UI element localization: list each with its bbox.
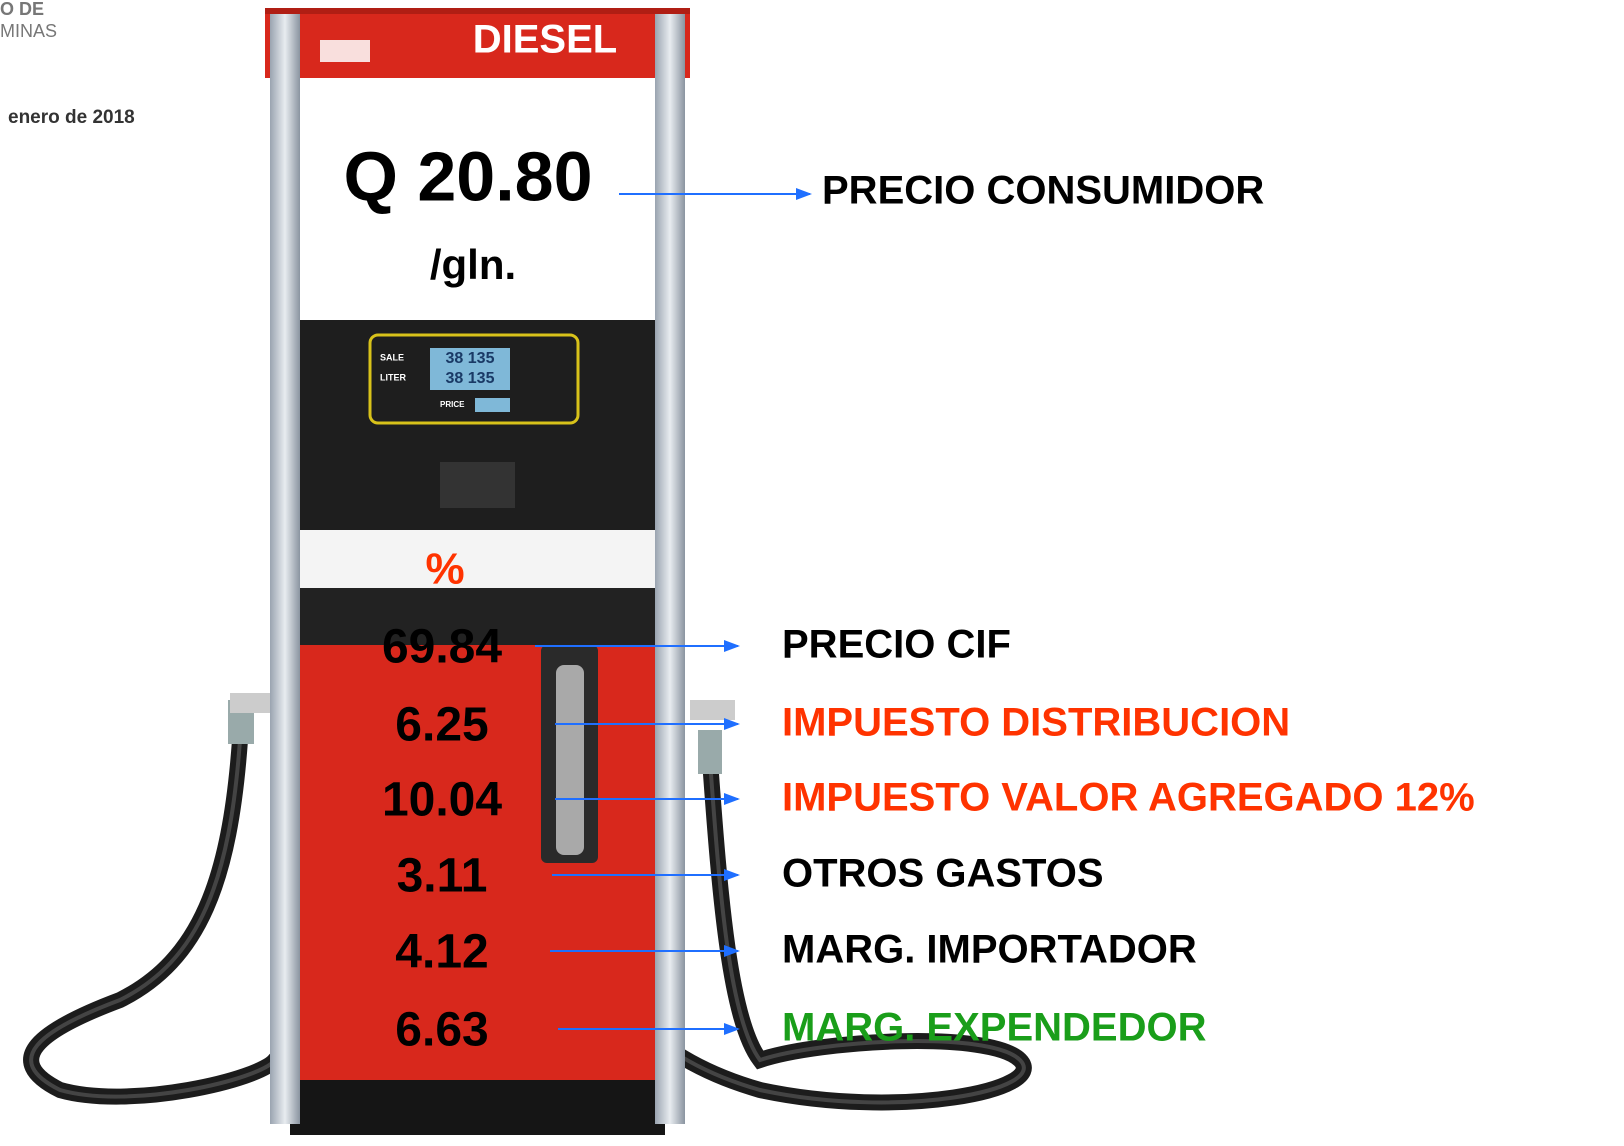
price: Q 20.80 (343, 137, 592, 215)
hose-bracket (230, 693, 275, 713)
row-label: MARG. IMPORTADOR (782, 928, 1197, 972)
row-value: 6.25 (395, 699, 488, 752)
display-label: LITER (380, 372, 406, 382)
row-label: PRECIO CIF (782, 623, 1011, 667)
row-value: 6.63 (395, 1004, 488, 1057)
display-label: SALE (380, 352, 404, 362)
price-label: PRECIO CONSUMIDOR (822, 169, 1264, 213)
infographic: SALE LITER PRICE 38 135 38 135 O DE MINAS en… (0, 0, 1624, 1146)
row-value: 3.11 (397, 850, 488, 903)
page: SALE LITER PRICE 38 135 38 135 O DE MINAS en… (0, 0, 1624, 1146)
percent-heading: % (425, 545, 464, 594)
fuel-name: DIESEL (473, 18, 617, 62)
hose-fitting (698, 730, 722, 774)
display-label: PRICE (440, 400, 465, 409)
logo-text: O DE (0, 0, 44, 19)
price-unit: /gln. (430, 241, 516, 288)
date: enero de 2018 (8, 107, 135, 128)
logo-text: MINAS (0, 21, 57, 41)
row-label: OTROS GASTOS (782, 852, 1104, 896)
row-value: 69.84 (382, 621, 502, 674)
row-value: 10.04 (382, 774, 502, 827)
hose-bracket (690, 700, 735, 720)
row-label: MARG. EXPENDEDOR (782, 1006, 1207, 1050)
row-value: 4.12 (395, 926, 488, 979)
display-reading: 38 135 (446, 370, 495, 387)
display-reading: 38 135 (446, 350, 495, 367)
row-label: IMPUESTO DISTRIBUCION (782, 701, 1290, 745)
row-label: IMPUESTO VALOR AGREGADO 12% (782, 776, 1475, 820)
